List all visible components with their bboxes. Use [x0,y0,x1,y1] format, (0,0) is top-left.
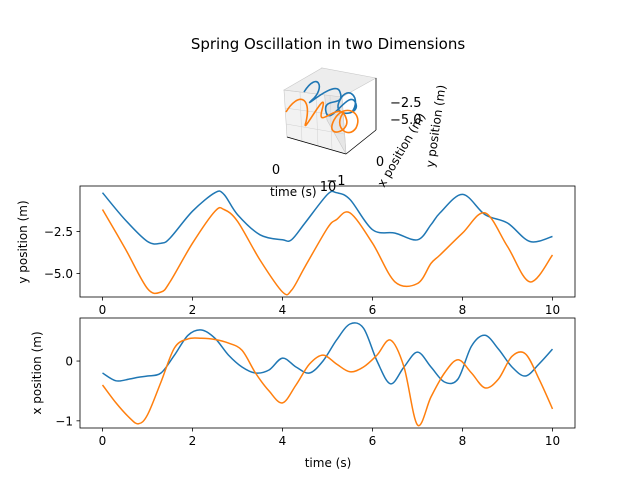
ticks-y-plot: 0 2 4 6 8 10 −2.5 −5.0 [44,225,560,317]
plot-x-series [101,322,554,427]
y-plot-xtick-label-4: 8 [459,303,467,317]
y-plot-series-1-line [101,190,553,245]
ylabel-y-plot: y position (m) [16,200,30,283]
axes-y-position: 0 2 4 6 8 10 −2.5 −5.0 y position (m) [16,185,576,317]
x-plot-xtick-label-1: 2 [189,434,197,448]
tick3d-y-1: −1 [326,174,345,189]
xlabel-x-plot: time (s) [305,456,352,470]
y-plot-xtick-label-1: 2 [189,303,197,317]
tick3d-z-1: −5.0 [390,113,422,128]
chart-title: Spring Oscillation in two Dimensions [191,35,466,53]
x-plot-xtick-label-3: 6 [369,434,377,448]
frame-y [79,185,576,298]
y-plot-xtick-label-3: 6 [369,303,377,317]
x-plot-ytick-label-0: 0 [65,355,73,369]
y-plot-xtick-label-0: 0 [99,303,107,317]
tick3d-x-0: 0 [272,163,280,178]
xlabel-3d: time (s) [270,185,317,199]
axis-3d-y [345,129,377,155]
line3d-series-1 [303,80,357,117]
frame-x [79,317,576,429]
zlabel-3d: y position (m) [423,84,448,168]
y-plot-ytick-label-0: −2.5 [44,225,73,239]
y-plot-series-2-line [101,206,554,296]
tick3d-z-0: −2.5 [390,96,422,111]
y-plot-xtick-label-5: 10 [545,303,560,317]
x-plot-ytick-label-1: −1 [55,414,73,428]
y-plot-ytick-label-1: −5.0 [44,267,73,281]
line3d-series-2 [285,98,359,134]
tick3d-y-0: 0 [376,155,384,170]
x-plot-xtick-label-2: 4 [279,434,287,448]
ylabel-x-plot: x position (m) [30,331,44,414]
x-plot-xtick-label-4: 8 [459,434,467,448]
ticks-x-plot: 0 2 4 6 8 10 0 −1 [55,355,560,448]
x-plot-series-1-line [102,322,554,385]
plot-y-series [101,190,554,296]
axes-3d: 0 10 time (s) 0 −1 x position (m) −2.5 −… [270,66,449,199]
axes-x-position: 0 2 4 6 8 10 0 −1 x position (m) time (s) [30,317,576,470]
x-plot-series-2-line [101,337,554,427]
y-plot-xtick-label-2: 4 [279,303,287,317]
x-plot-xtick-label-5: 10 [545,434,560,448]
axis-3d-x [286,136,347,155]
x-plot-xtick-label-0: 0 [99,434,107,448]
